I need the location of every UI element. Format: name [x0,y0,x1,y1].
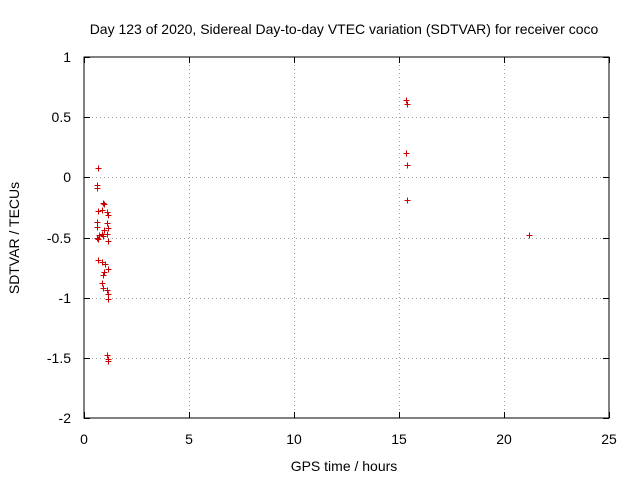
data-point [95,236,102,243]
data-point [100,272,107,279]
x-tick-label: 5 [185,431,193,447]
data-point [105,212,112,219]
x-tick-label: 0 [80,431,88,447]
data-point [104,287,111,294]
data-point [104,231,111,238]
data-point [105,358,112,365]
data-point [104,352,111,359]
data-point [101,201,108,208]
x-tick-label: 15 [391,431,407,447]
data-point [94,224,101,231]
y-tick-label: -0.5 [47,230,71,246]
data-point [95,208,102,215]
y-tick-label: 1 [63,49,71,65]
data-point [105,296,112,303]
y-tick-label: -1 [59,290,72,306]
data-point [95,165,102,172]
data-point [404,101,411,108]
data-point [403,97,410,104]
data-point [404,162,411,169]
x-tick-labels: 0 5 10 15 20 25 [80,431,617,447]
data-point [94,185,101,192]
plot-frame [83,56,610,419]
y-tick-labels: -2 -1.5 -1 -0.5 0 0.5 1 [47,49,71,426]
data-point [105,225,112,232]
data-point [96,232,103,239]
data-points [94,97,533,365]
data-point [404,197,411,204]
y-axis-label: SDTVAR / TECUs [6,182,22,294]
x-axis-label: GPS time / hours [291,458,398,474]
y-tick-label: -2 [59,410,72,426]
data-point [99,207,106,214]
data-point [100,200,107,207]
data-point [101,227,108,234]
data-point [100,233,107,240]
data-point [100,285,107,292]
data-point [99,280,106,287]
x-tick-label: 25 [601,431,617,447]
y-tick-label: 0 [63,169,71,185]
data-point [104,220,111,227]
data-point [104,209,111,216]
y-tick-label: 0.5 [52,109,72,125]
axis-ticks [84,57,610,419]
data-point [526,232,533,239]
data-point [403,150,410,157]
chart-title: Day 123 of 2020, Sidereal Day-to-day VTE… [90,21,599,37]
data-point [105,238,112,245]
x-tick-label: 20 [496,431,512,447]
data-point [95,257,102,264]
x-tick-label: 10 [286,431,302,447]
data-point [105,266,112,273]
data-point [101,269,108,276]
data-point [102,261,109,268]
grid-lines [84,57,609,418]
y-tick-label: -1.5 [47,350,71,366]
